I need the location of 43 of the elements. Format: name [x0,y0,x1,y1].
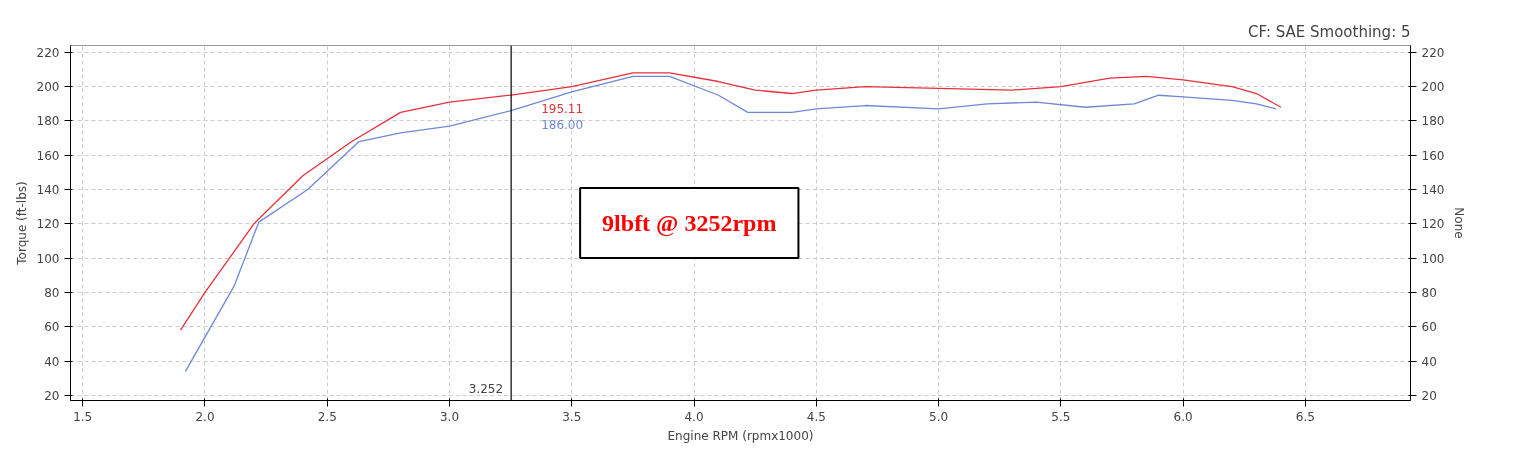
y2-tick-label: 60 [1421,320,1437,335]
y-tick-label: 200 [36,80,60,95]
y2-tick-label: 100 [1421,251,1445,266]
y2-tick-label: 180 [1421,114,1445,129]
y2-axis-title: None [1452,207,1467,239]
y-tick-label: 120 [36,217,60,232]
y-tick-label: 100 [36,251,60,266]
y2-tick-label: 120 [1421,217,1445,232]
x-tick-label: 6.0 [1173,409,1193,424]
y2-tick-label: 200 [1421,80,1445,95]
y-axis-title: Torque (ft-lbs) [14,181,29,266]
ref-line-label: 3.252 [468,381,504,396]
y-tick-label: 180 [36,114,60,129]
x-tick-label: 5.0 [929,409,949,424]
y2-tick-label: 220 [1421,45,1445,60]
y-tick-label: 140 [36,183,60,198]
y2-tick-label: 20 [1421,388,1437,403]
y-tick-label: 160 [36,148,60,163]
y-tick-label: 40 [44,354,60,369]
y-tick-label: 60 [44,320,60,335]
y-tick-label: 80 [44,285,60,300]
x-tick-label: 1.5 [73,409,93,424]
x-tick-label: 2.5 [317,409,337,424]
chart-subtitle: CF: SAE Smoothing: 5 [1248,22,1411,41]
x-tick-label: 2.0 [195,409,215,424]
x-tick-label: 6.5 [1295,409,1315,424]
x-axis-title: Engine RPM (rpmx1000) [667,428,814,443]
y2-tick-label: 140 [1421,183,1445,198]
y2-tick-label: 160 [1421,148,1445,163]
y-tick-label: 220 [36,45,60,60]
line-series [179,72,1282,331]
x-tick-label: 3.5 [562,409,582,424]
annotation: 9lbft @ 3252rpm [602,210,777,237]
x-tick-label: 4.5 [806,409,826,424]
x-tick-label: 3.0 [439,409,460,424]
annotation: 195.11 [541,102,584,117]
y-tick-label: 20 [44,388,60,403]
x-tick-label: 5.5 [1051,409,1071,424]
y2-tick-label: 40 [1421,354,1437,369]
y2-tick-label: 80 [1421,285,1437,300]
line-series [184,75,1277,372]
annotation: 186.00 [541,117,584,132]
x-tick-label: 4.0 [684,409,704,424]
